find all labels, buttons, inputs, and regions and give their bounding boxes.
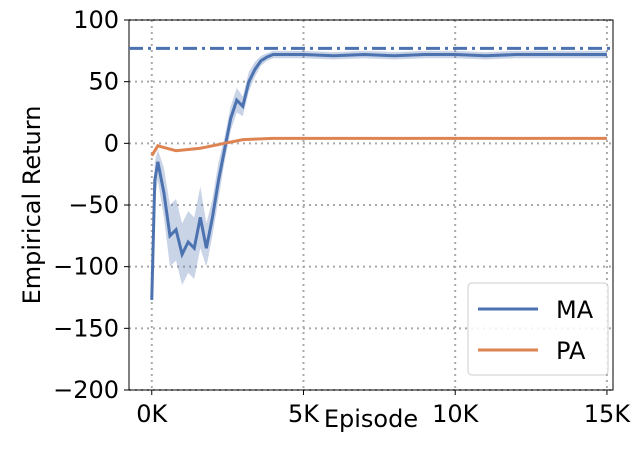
x-tick-label: 0K — [136, 400, 168, 428]
x-tick-label: 5K — [288, 400, 320, 428]
x-tick-label: 15K — [584, 400, 632, 428]
y-tick-label: −50 — [68, 191, 119, 219]
line — [150, 136, 607, 157]
y-tick-label: −100 — [53, 253, 119, 281]
y-tick-label: −200 — [53, 376, 119, 404]
y-axis-label: Empirical Return — [18, 106, 46, 305]
line — [150, 53, 607, 301]
x-axis-label: Episode — [324, 405, 418, 433]
plot-frame — [128, 19, 614, 391]
legend-label: MA — [556, 296, 594, 324]
y-tick-label: 50 — [88, 68, 119, 96]
y-tick-label: −150 — [53, 314, 119, 342]
y-tick-label: 100 — [73, 6, 119, 34]
legend-box — [467, 282, 609, 376]
legend-label: PA — [556, 337, 586, 365]
y-tick-label: 0 — [104, 129, 119, 157]
x-tick-label: 10K — [432, 400, 480, 428]
